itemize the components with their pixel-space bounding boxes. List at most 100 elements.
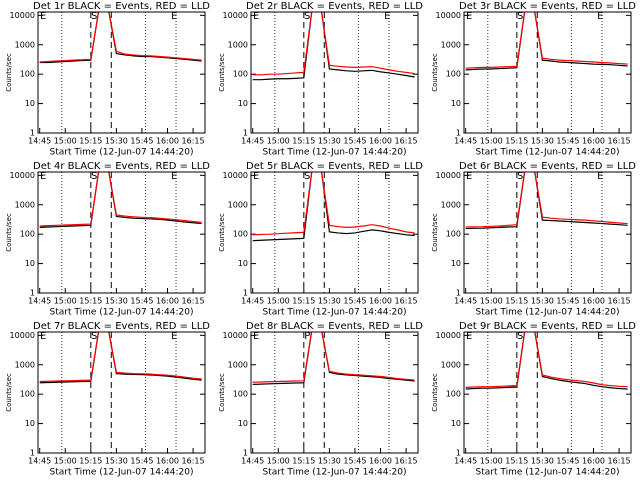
y-axis-label: Counts/sec <box>431 53 439 92</box>
series-line <box>39 332 202 383</box>
series-line <box>465 12 628 69</box>
x-tick-label: 15:00 <box>267 137 290 146</box>
annotation: E <box>466 331 472 342</box>
plot-frame <box>250 331 419 454</box>
x-tick-label: 15:30 <box>531 457 554 466</box>
annotation: S <box>304 11 310 22</box>
y-tick-label: 1 <box>243 449 248 458</box>
y-tick-label: 1 <box>30 289 35 298</box>
x-axis-label: Start Time (12-Jun-07 14:44:20) <box>50 308 194 318</box>
x-tick-label: 15:30 <box>318 457 341 466</box>
x-axis-label: Start Time (12-Jun-07 14:44:20) <box>476 468 620 478</box>
x-tick-label: 15:30 <box>318 137 341 146</box>
series-line <box>39 12 202 64</box>
y-tick-label: 100 <box>20 390 35 399</box>
panel: Det 6r BLACK = Events, RED = LLD Counts/s… <box>431 161 636 318</box>
annotation: E <box>253 171 259 182</box>
x-tick-label: 16:15 <box>395 457 418 466</box>
y-tick-label: 1000 <box>441 200 461 209</box>
y-tick-label: 100 <box>20 230 35 239</box>
y-tick-label: 1 <box>456 289 461 298</box>
y-tick-label: 1 <box>456 129 461 138</box>
y-tick-label: 1000 <box>15 40 35 49</box>
panel: Det 5r BLACK = Events, RED = LLD Counts/s… <box>218 161 423 318</box>
chart-title: Det 4r BLACK = Events, RED = LLD <box>33 161 210 172</box>
panel: Det 1r BLACK = Events, RED = LLD Counts/s… <box>5 1 210 158</box>
annotation: E <box>253 331 259 342</box>
x-tick-label: 15:15 <box>79 297 102 306</box>
series-line <box>252 12 415 76</box>
series-line <box>465 172 628 228</box>
series-line <box>252 332 415 385</box>
x-tick-label: 16:00 <box>369 297 392 306</box>
x-tick-label: 15:45 <box>130 457 153 466</box>
x-tick-label: 15:15 <box>505 297 528 306</box>
series-line <box>465 12 628 71</box>
x-tick-label: 14:45 <box>28 137 51 146</box>
x-tick-label: 16:15 <box>608 457 631 466</box>
x-axis-label: Start Time (12-Jun-07 14:44:20) <box>476 308 620 318</box>
chart-title: Det 1r BLACK = Events, RED = LLD <box>33 1 210 12</box>
y-axis-label: Counts/sec <box>431 373 439 412</box>
series-line <box>465 332 628 390</box>
x-tick-label: 15:15 <box>292 297 315 306</box>
x-tick-label: 14:45 <box>241 137 264 146</box>
x-tick-label: 15:00 <box>267 297 290 306</box>
annotation: E <box>597 331 603 342</box>
plot-frame <box>37 171 206 294</box>
y-tick-label: 1000 <box>441 40 461 49</box>
y-tick-label: 10 <box>451 99 461 108</box>
chart-title: Det 2r BLACK = Events, RED = LLD <box>246 1 423 12</box>
panel: Det 2r BLACK = Events, RED = LLD Counts/s… <box>218 1 423 158</box>
y-tick-label: 10000 <box>223 171 248 180</box>
y-axis-label: Counts/sec <box>218 213 226 252</box>
annotation: P <box>304 331 310 342</box>
chart-title: Det 5r BLACK = Events, RED = LLD <box>246 161 423 172</box>
series-line <box>465 332 628 388</box>
plot-frame <box>463 11 632 134</box>
y-tick-label: 1000 <box>228 360 248 369</box>
annotation: E <box>253 11 259 22</box>
x-tick-label: 14:45 <box>241 297 264 306</box>
plot-frame <box>37 331 206 454</box>
panel: Det 3r BLACK = Events, RED = LLD Counts/s… <box>431 1 636 158</box>
annotation: S <box>517 11 523 22</box>
annotation: S <box>91 11 97 22</box>
y-axis-label: Counts/sec <box>5 213 13 252</box>
x-tick-label: 15:00 <box>54 457 77 466</box>
annotation: E <box>171 331 177 342</box>
x-tick-label: 15:30 <box>531 137 554 146</box>
x-tick-label: 15:45 <box>343 457 366 466</box>
x-tick-label: 15:15 <box>292 137 315 146</box>
y-tick-label: 10000 <box>10 331 35 340</box>
y-tick-label: 1 <box>30 129 35 138</box>
x-tick-label: 15:30 <box>105 137 128 146</box>
y-axis-label: Counts/sec <box>5 53 13 92</box>
y-tick-label: 10000 <box>436 331 461 340</box>
annotation: S <box>91 331 97 342</box>
annotation: E <box>40 11 46 22</box>
annotation: S <box>517 331 523 342</box>
x-tick-label: 16:00 <box>369 137 392 146</box>
y-tick-label: 100 <box>233 70 248 79</box>
series-line <box>465 172 628 230</box>
y-tick-label: 10 <box>451 419 461 428</box>
y-tick-label: 10000 <box>436 11 461 20</box>
y-tick-label: 100 <box>233 230 248 239</box>
series-line <box>252 332 415 383</box>
x-tick-label: 15:00 <box>480 457 503 466</box>
x-tick-label: 15:00 <box>267 457 290 466</box>
y-tick-label: 10 <box>238 419 248 428</box>
panel: Det 9r BLACK = Events, RED = LLD Counts/s… <box>431 321 636 478</box>
plot-frame <box>463 331 632 454</box>
series-line <box>252 172 415 242</box>
y-axis-label: Counts/sec <box>431 213 439 252</box>
x-tick-label: 16:00 <box>582 137 605 146</box>
x-tick-label: 16:15 <box>608 297 631 306</box>
annotation: E <box>384 11 390 22</box>
x-axis-label: Start Time (12-Jun-07 14:44:20) <box>50 148 194 158</box>
series-line <box>39 172 202 228</box>
series-line <box>39 172 202 227</box>
y-tick-label: 10000 <box>436 171 461 180</box>
x-tick-label: 15:45 <box>556 297 579 306</box>
